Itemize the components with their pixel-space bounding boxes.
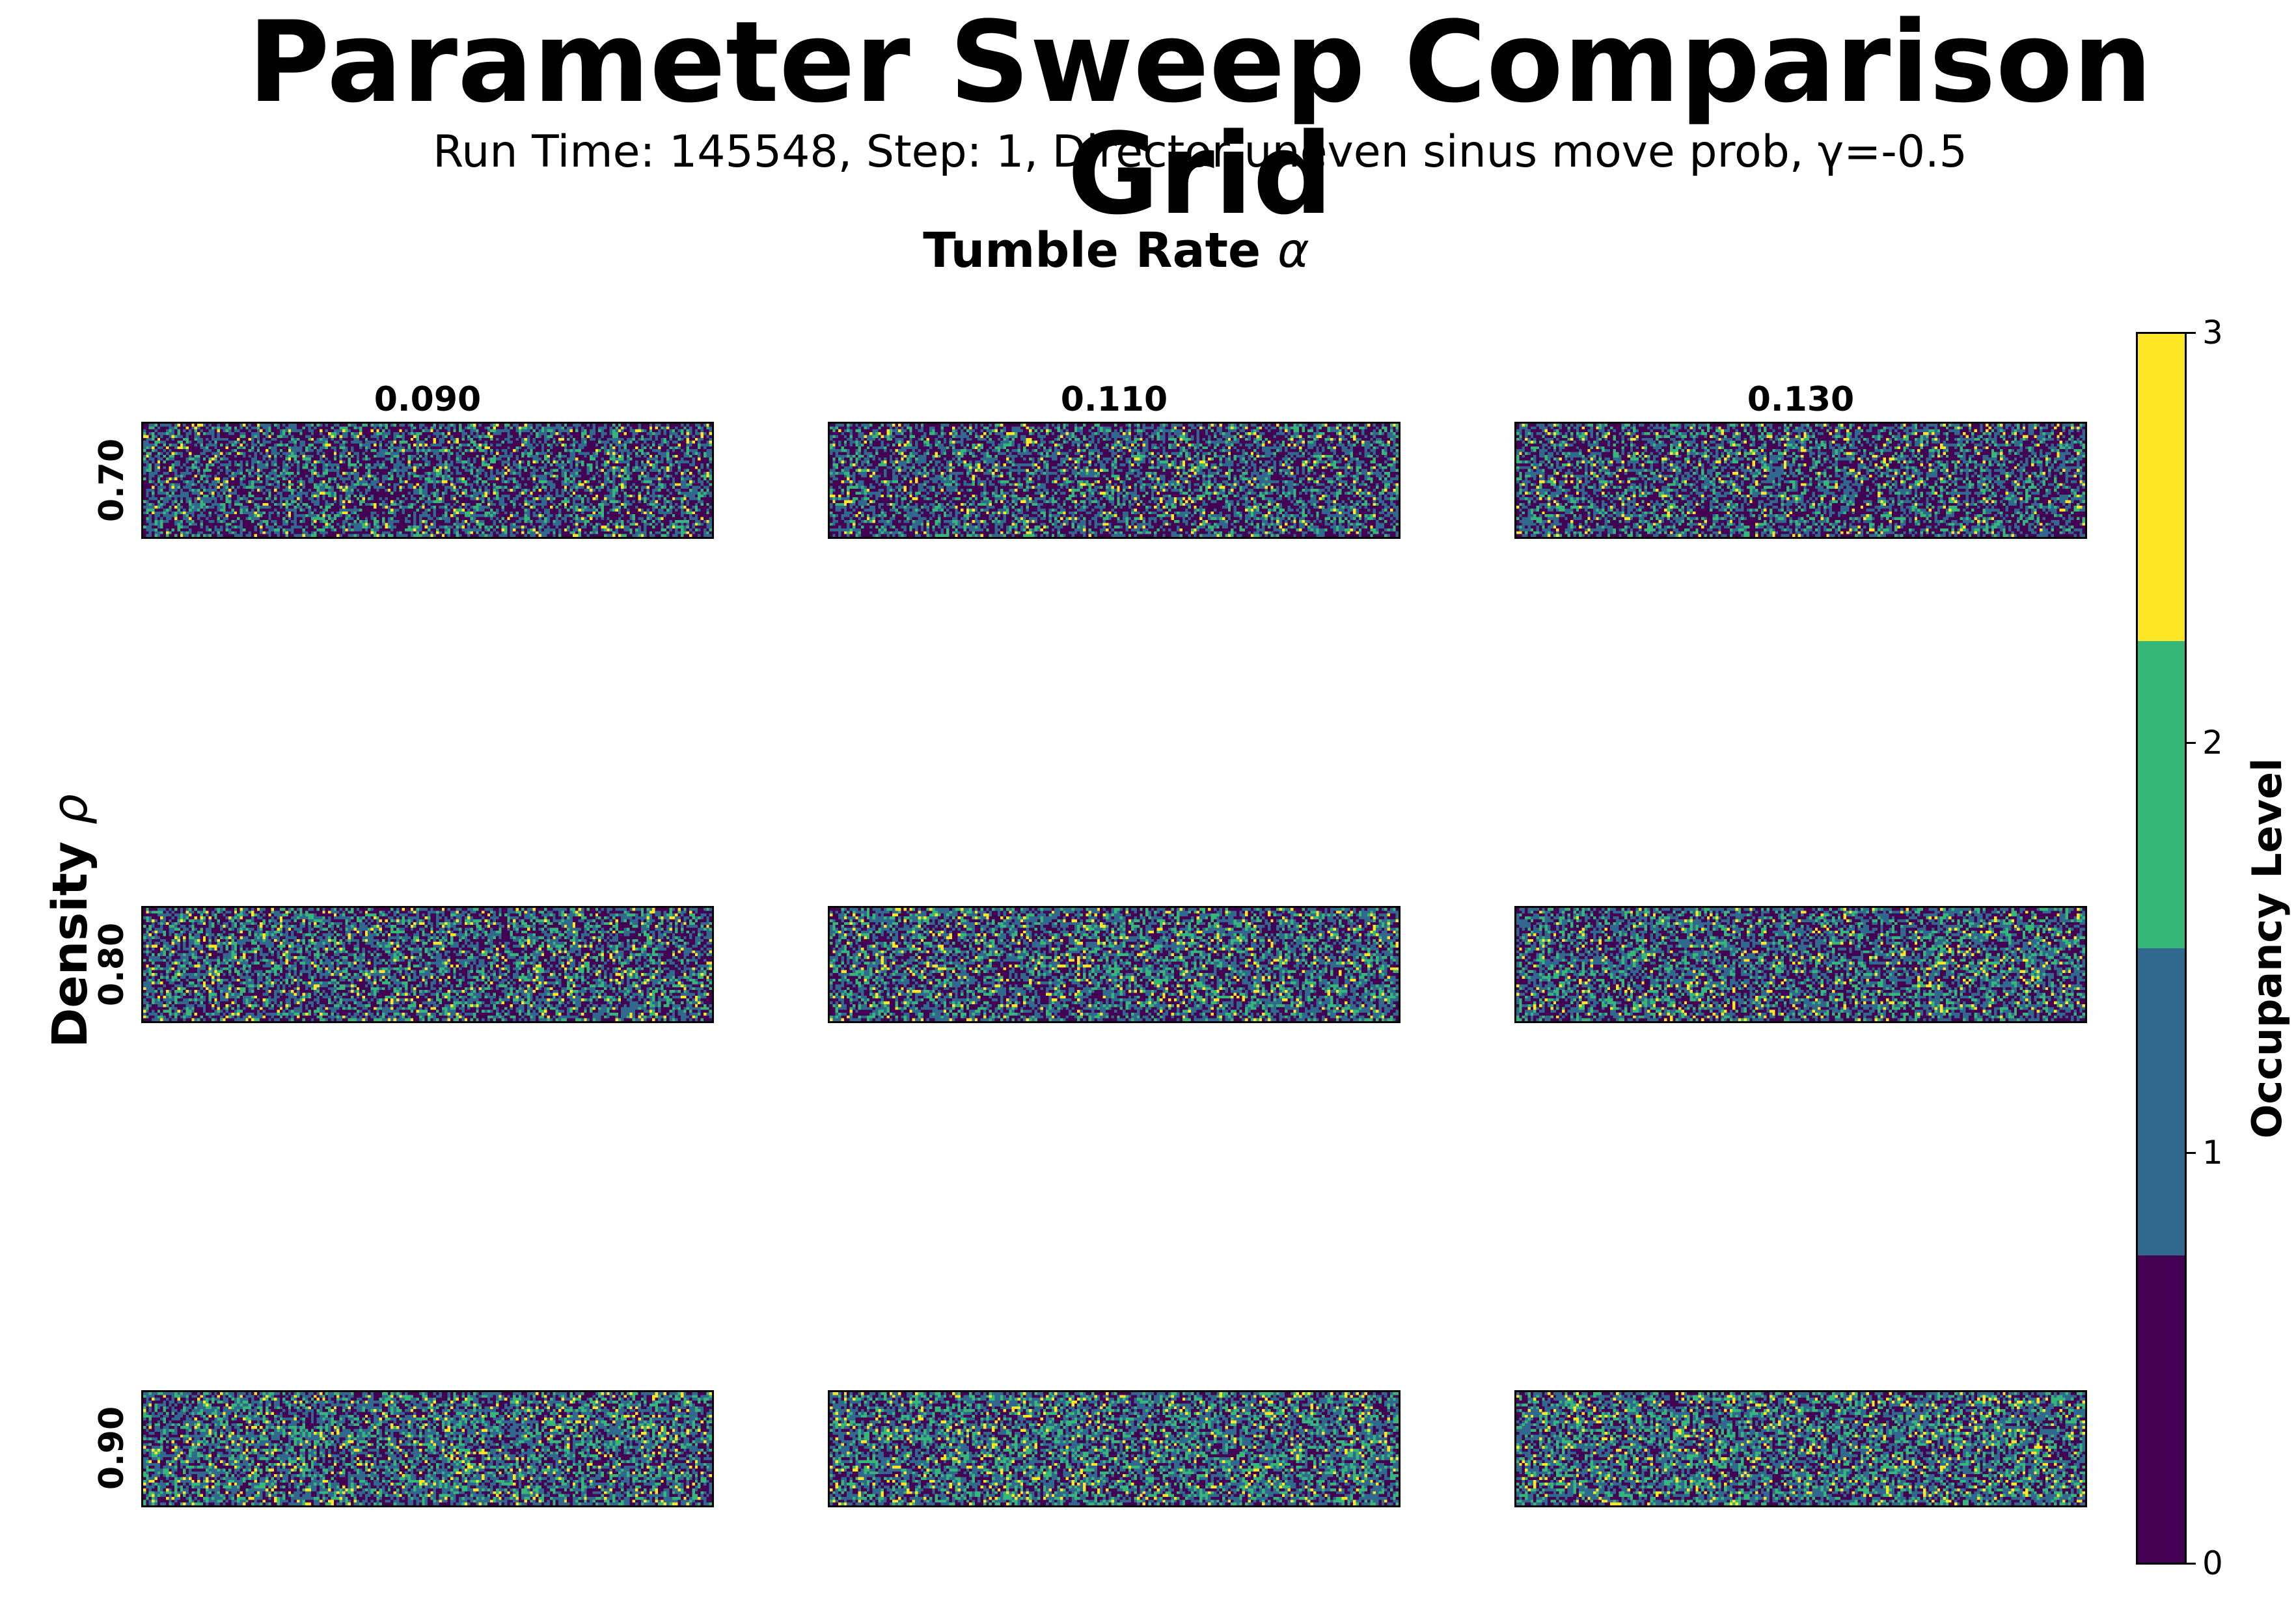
row-axis-title: Density ρ — [42, 596, 98, 1246]
heatmap-panel-r1-c3 — [1514, 422, 2087, 539]
colorbar-tick-label-2: 2 — [2202, 724, 2223, 761]
heatmap-panel-r3-c3 — [1514, 1390, 2087, 1507]
colorbar-tick-1 — [2187, 1152, 2196, 1154]
colorbar-tick-label-1: 1 — [2202, 1134, 2223, 1171]
colorbar-tick-0 — [2187, 1563, 2196, 1565]
column-axis-title: Tumble Rate α — [0, 226, 2232, 275]
colorbar-tick-label-3: 3 — [2202, 314, 2223, 351]
colorbar-segment-1 — [2138, 948, 2185, 1255]
colorbar-segment-2 — [2138, 641, 2185, 948]
column-label-1: 0.090 — [374, 380, 482, 419]
heatmap-panel-r2-c3 — [1514, 906, 2087, 1023]
heatmap-panel-r1-c2 — [828, 422, 1401, 539]
colorbar-tick-label-0: 0 — [2202, 1544, 2223, 1582]
row-label-1: 0.70 — [92, 438, 131, 523]
column-axis-label: Tumble Rate — [923, 223, 1261, 279]
colorbar-tick-3 — [2187, 332, 2196, 334]
column-axis-symbol: α — [1277, 223, 1309, 279]
column-label-3: 0.130 — [1747, 380, 1855, 419]
colorbar-label: Occupancy Level — [2243, 758, 2291, 1139]
heatmap-panel-r1-c1 — [141, 422, 714, 539]
row-axis-label: Density — [42, 841, 98, 1048]
colorbar-segment-0 — [2138, 1255, 2185, 1563]
row-label-2: 0.80 — [92, 922, 131, 1007]
page-title: Parameter Sweep Comparison Grid — [247, 0, 2153, 240]
colorbar — [2136, 332, 2187, 1565]
colorbar-tick-2 — [2187, 742, 2196, 744]
heatmap-panel-r2-c1 — [141, 906, 714, 1023]
page-subtitle: Run Time: 145548, Step: 1, Director unev… — [433, 126, 1967, 178]
heatmap-panel-r2-c2 — [828, 906, 1401, 1023]
colorbar-segment-3 — [2138, 334, 2185, 641]
row-axis-symbol: ρ — [42, 793, 98, 825]
row-label-3: 0.90 — [92, 1406, 131, 1490]
column-label-2: 0.110 — [1060, 380, 1168, 419]
heatmap-panel-r3-c2 — [828, 1390, 1401, 1507]
heatmap-panel-r3-c1 — [141, 1390, 714, 1507]
